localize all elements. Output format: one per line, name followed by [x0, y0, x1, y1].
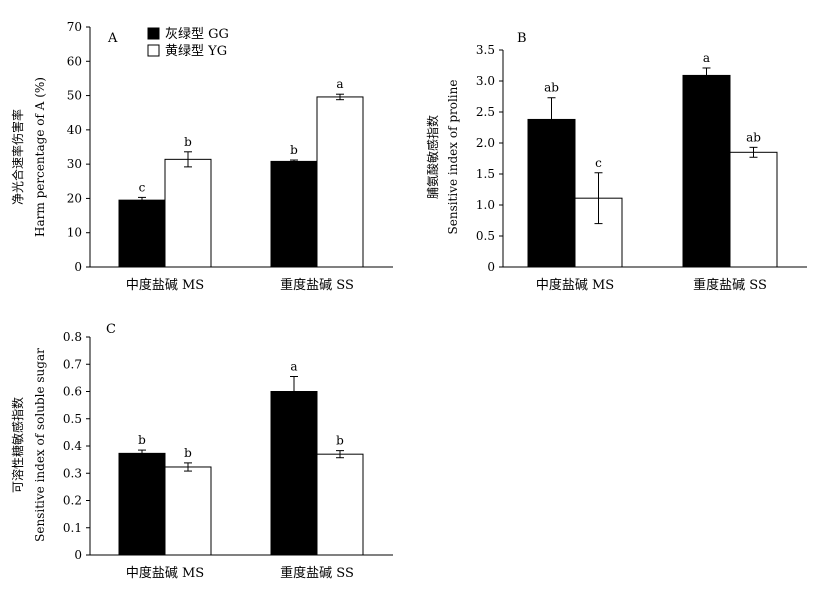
y-axis-label-en: Sensitive index of soluble sugar — [33, 348, 47, 542]
x-tick-label: 中度盐碱 MS — [536, 277, 614, 293]
y-tick-label: 0.8 — [63, 330, 82, 344]
y-tick-label: 0 — [487, 260, 495, 274]
x-tick-label: 中度盐碱 MS — [126, 565, 204, 581]
x-tick-label: 中度盐碱 MS — [126, 277, 204, 293]
significance-letter: b — [336, 434, 344, 448]
significance-letter: b — [290, 143, 298, 157]
significance-letter: ab — [544, 81, 559, 95]
y-tick-label: 40 — [67, 123, 82, 137]
y-tick-label: 0.3 — [63, 466, 82, 480]
x-tick-label: 重度盐碱 SS — [693, 277, 767, 293]
significance-letter: b — [184, 446, 192, 460]
bar — [270, 391, 318, 556]
bar — [729, 151, 778, 268]
bar — [682, 74, 731, 268]
y-tick-label: 0.5 — [476, 229, 495, 243]
bar — [164, 466, 212, 556]
panel-letter: A — [107, 31, 118, 46]
significance-letter: a — [703, 51, 710, 65]
y-tick-label: 2.0 — [476, 136, 495, 150]
panel-a: 0 10 20 30 40 50 60 70 中度盐碱 MS 重度盐碱 SS A 净光合速率伤害率 Ha… — [10, 20, 393, 293]
legend-swatch-yg — [147, 44, 160, 57]
y-tick-label: 60 — [67, 54, 82, 68]
y-axis-label-en: Harm percentage of A (%) — [33, 77, 47, 237]
y-tick-label: 0.1 — [63, 521, 82, 535]
bar — [270, 160, 318, 268]
bar — [316, 96, 364, 268]
y-axis-label-cn: 脯氨酸敏感指数 — [425, 115, 440, 199]
y-tick-label: 1.0 — [476, 198, 495, 212]
y-tick-label: 3.5 — [476, 43, 495, 57]
x-tick-label: 重度盐碱 SS — [280, 277, 354, 293]
significance-letter: a — [336, 77, 343, 91]
y-axis-label-cn: 净光合速率伤害率 — [10, 109, 25, 205]
bar — [316, 453, 364, 556]
significance-letter: b — [138, 433, 146, 447]
y-tick-label: 70 — [67, 20, 82, 34]
panel-c: 0 0.1 0.2 0.3 0.4 0.5 0.6 0.7 0.8 中度盐碱 MS 重度盐碱 SS C… — [10, 322, 393, 581]
y-axis-label-cn: 可溶性糖敏感指数 — [10, 397, 25, 493]
y-tick-label: 30 — [67, 157, 82, 171]
legend-label-gg: 灰绿型 GG — [165, 27, 229, 42]
x-tick-label: 重度盐碱 SS — [280, 565, 354, 581]
significance-letter: ab — [746, 130, 761, 144]
bar — [118, 199, 166, 268]
y-tick-label: 20 — [67, 191, 82, 205]
bar — [118, 452, 166, 556]
panel-b: 0 0.5 1.0 1.5 2.0 2.5 3.0 3.5 中度盐碱 MS 重度盐碱 SS B 脯氨酸… — [425, 31, 807, 293]
significance-letter: a — [290, 360, 297, 374]
y-tick-label: 0.5 — [63, 412, 82, 426]
bar — [527, 118, 576, 268]
y-tick-label: 0 — [74, 548, 82, 562]
y-tick-label: 0.4 — [63, 439, 82, 453]
legend: 灰绿型 GG 黄绿型 YG — [147, 27, 229, 59]
y-tick-label: 3.0 — [476, 74, 495, 88]
legend-swatch-gg — [147, 27, 160, 40]
y-tick-label: 0.7 — [63, 357, 82, 371]
y-tick-label: 10 — [67, 226, 82, 240]
legend-label-yg: 黄绿型 YG — [165, 44, 227, 59]
y-tick-label: 2.5 — [476, 105, 495, 119]
y-tick-label: 1.5 — [476, 167, 495, 181]
y-tick-label: 0.2 — [63, 494, 82, 508]
y-axis-label-en: Sensitive index of proline — [446, 80, 460, 235]
panel-letter: B — [517, 31, 527, 46]
y-tick-label: 0.6 — [63, 385, 82, 399]
panel-letter: C — [106, 322, 116, 337]
bar — [164, 158, 212, 268]
y-tick-label: 50 — [67, 89, 82, 103]
significance-letter: c — [139, 180, 146, 194]
significance-letter: b — [184, 135, 192, 149]
significance-letter: c — [595, 156, 602, 170]
y-tick-label: 0 — [74, 260, 82, 274]
